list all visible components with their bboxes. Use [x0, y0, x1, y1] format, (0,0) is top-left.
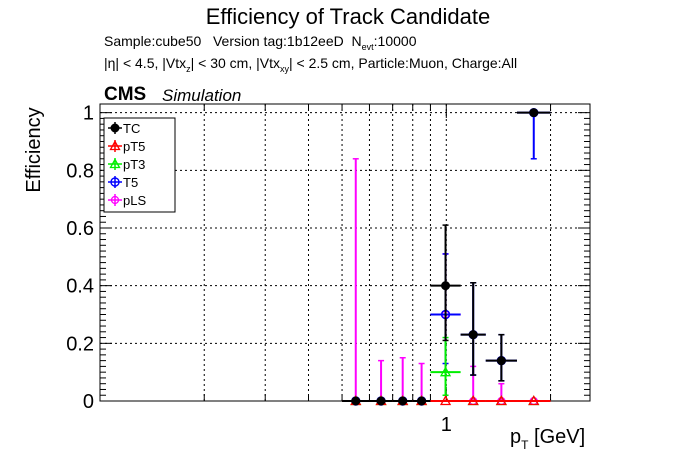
marker-TC [351, 396, 361, 406]
nevt-value: :10000 [373, 33, 417, 49]
data-point [430, 336, 461, 396]
legend-marker [109, 140, 121, 151]
cuts-eta: |η| < 4.5, |Vtx [104, 55, 187, 71]
legend-marker [110, 177, 120, 187]
cuts-z-subscript: z [186, 64, 191, 74]
marker-TC [417, 396, 427, 406]
marker-pT3 [439, 366, 452, 377]
data-point [460, 282, 486, 376]
nevt-label: N [351, 33, 362, 49]
simulation-label: Simulation [162, 86, 242, 105]
data-point [460, 395, 486, 406]
data-point [412, 396, 431, 406]
legend-entry-pLS: pLS [108, 193, 146, 208]
x-axis-title: pT [GeV] [510, 426, 585, 452]
y-tick-label: 0 [83, 391, 94, 413]
y-tick-label: 0.8 [66, 160, 94, 182]
marker-pT5 [528, 395, 540, 406]
cms-label: CMS [104, 84, 147, 105]
data-point [485, 395, 517, 406]
marker-pT5 [495, 395, 507, 406]
legend-label: pLS [123, 193, 146, 208]
legend-entry-TC: TC [108, 121, 140, 136]
y-tick-label: 0.4 [66, 276, 94, 298]
marker-TC [496, 356, 506, 366]
legend-entry-T5: T5 [108, 175, 138, 190]
cuts-xy-subscript: xy [279, 64, 289, 74]
series-TC [342, 108, 551, 406]
legend-marker [109, 158, 121, 169]
data-point [392, 396, 413, 406]
y-tick-label: 0.6 [66, 218, 94, 240]
data-point [342, 158, 370, 406]
data-point [342, 396, 370, 406]
sample-label: Sample:cube50 [104, 33, 202, 49]
y-axis-title: Efficiency [23, 107, 45, 192]
legend-label: pT5 [123, 139, 145, 154]
version-label: Version tag:1b12eeD [212, 33, 344, 49]
data-point [430, 395, 461, 406]
marker-TC [441, 281, 451, 291]
marker-TC [468, 330, 478, 340]
axis-ticks [99, 104, 590, 402]
legend-entry-pT3: pT3 [108, 157, 145, 172]
selection-cuts: |η| < 4.5, |Vtxz| < 30 cm, |Vtxxy| < 2.5… [104, 56, 517, 74]
grid-lines [100, 104, 590, 401]
data-point [369, 396, 393, 406]
legend-label: TC [123, 121, 140, 136]
legend: TC pT5 pT3 T5 pLS [103, 117, 176, 213]
marker-TC [376, 396, 386, 406]
y-tick-label: 1 [83, 103, 94, 125]
cuts-rest: | < 2.5 cm, Particle:Muon, Charge:All [288, 55, 518, 71]
y-tick-label: 0.2 [66, 333, 94, 355]
series-layer [342, 107, 551, 406]
data-point [485, 333, 517, 382]
data-point [430, 224, 461, 342]
cuts-z: | < 30 cm, |Vtx [190, 55, 280, 71]
chart-title: Efficiency of Track Candidate [205, 4, 491, 29]
nevt-subscript: evt [361, 42, 374, 52]
marker-pT5 [467, 395, 479, 406]
axis-labels: 0 0.2 0.4 0.6 0.8 1 1 Efficiency pT [GeV] [23, 103, 585, 452]
legend-label: T5 [123, 175, 138, 190]
data-point [516, 395, 551, 406]
x-tick-label: 1 [441, 414, 452, 436]
data-point [516, 108, 551, 118]
legend-label: pT3 [123, 157, 145, 172]
series-pT3 [342, 336, 551, 406]
legend-marker [110, 123, 120, 133]
sample-info: Sample:cube50 Version tag:1b12eeD Nevt:1… [104, 34, 416, 52]
marker-pT5 [439, 395, 452, 406]
marker-TC [529, 108, 539, 118]
legend-entry-pT5: pT5 [108, 139, 145, 154]
marker-TC [398, 396, 408, 406]
